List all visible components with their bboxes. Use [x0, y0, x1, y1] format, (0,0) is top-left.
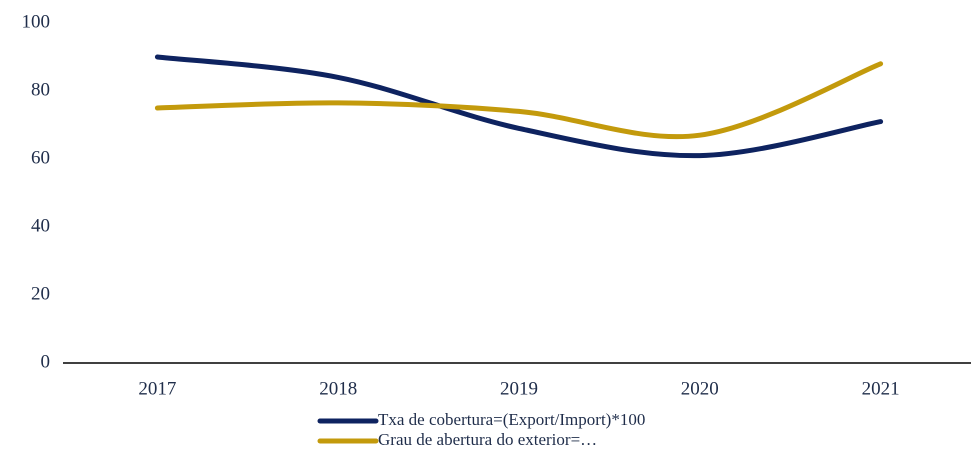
y-tick-label: 60	[31, 147, 50, 168]
x-tick-label: 2020	[681, 378, 719, 399]
x-tick-label: 2019	[500, 378, 538, 399]
series-line	[154, 54, 884, 159]
y-tick-label: 40	[31, 215, 50, 236]
x-tick-label: 2017	[138, 378, 176, 399]
y-tick-label: 100	[22, 11, 51, 32]
series-line	[154, 61, 884, 140]
y-tick-label: 20	[31, 283, 50, 304]
y-tick-label: 0	[41, 351, 51, 372]
x-tick-label: 2021	[862, 378, 900, 399]
x-tick-label: 2018	[319, 378, 357, 399]
legend-label: Txa de cobertura=(Export/Import)*100	[378, 410, 645, 429]
legend-label: Grau de abertura do exterior=…	[378, 430, 597, 449]
y-tick-label: 80	[31, 79, 50, 100]
